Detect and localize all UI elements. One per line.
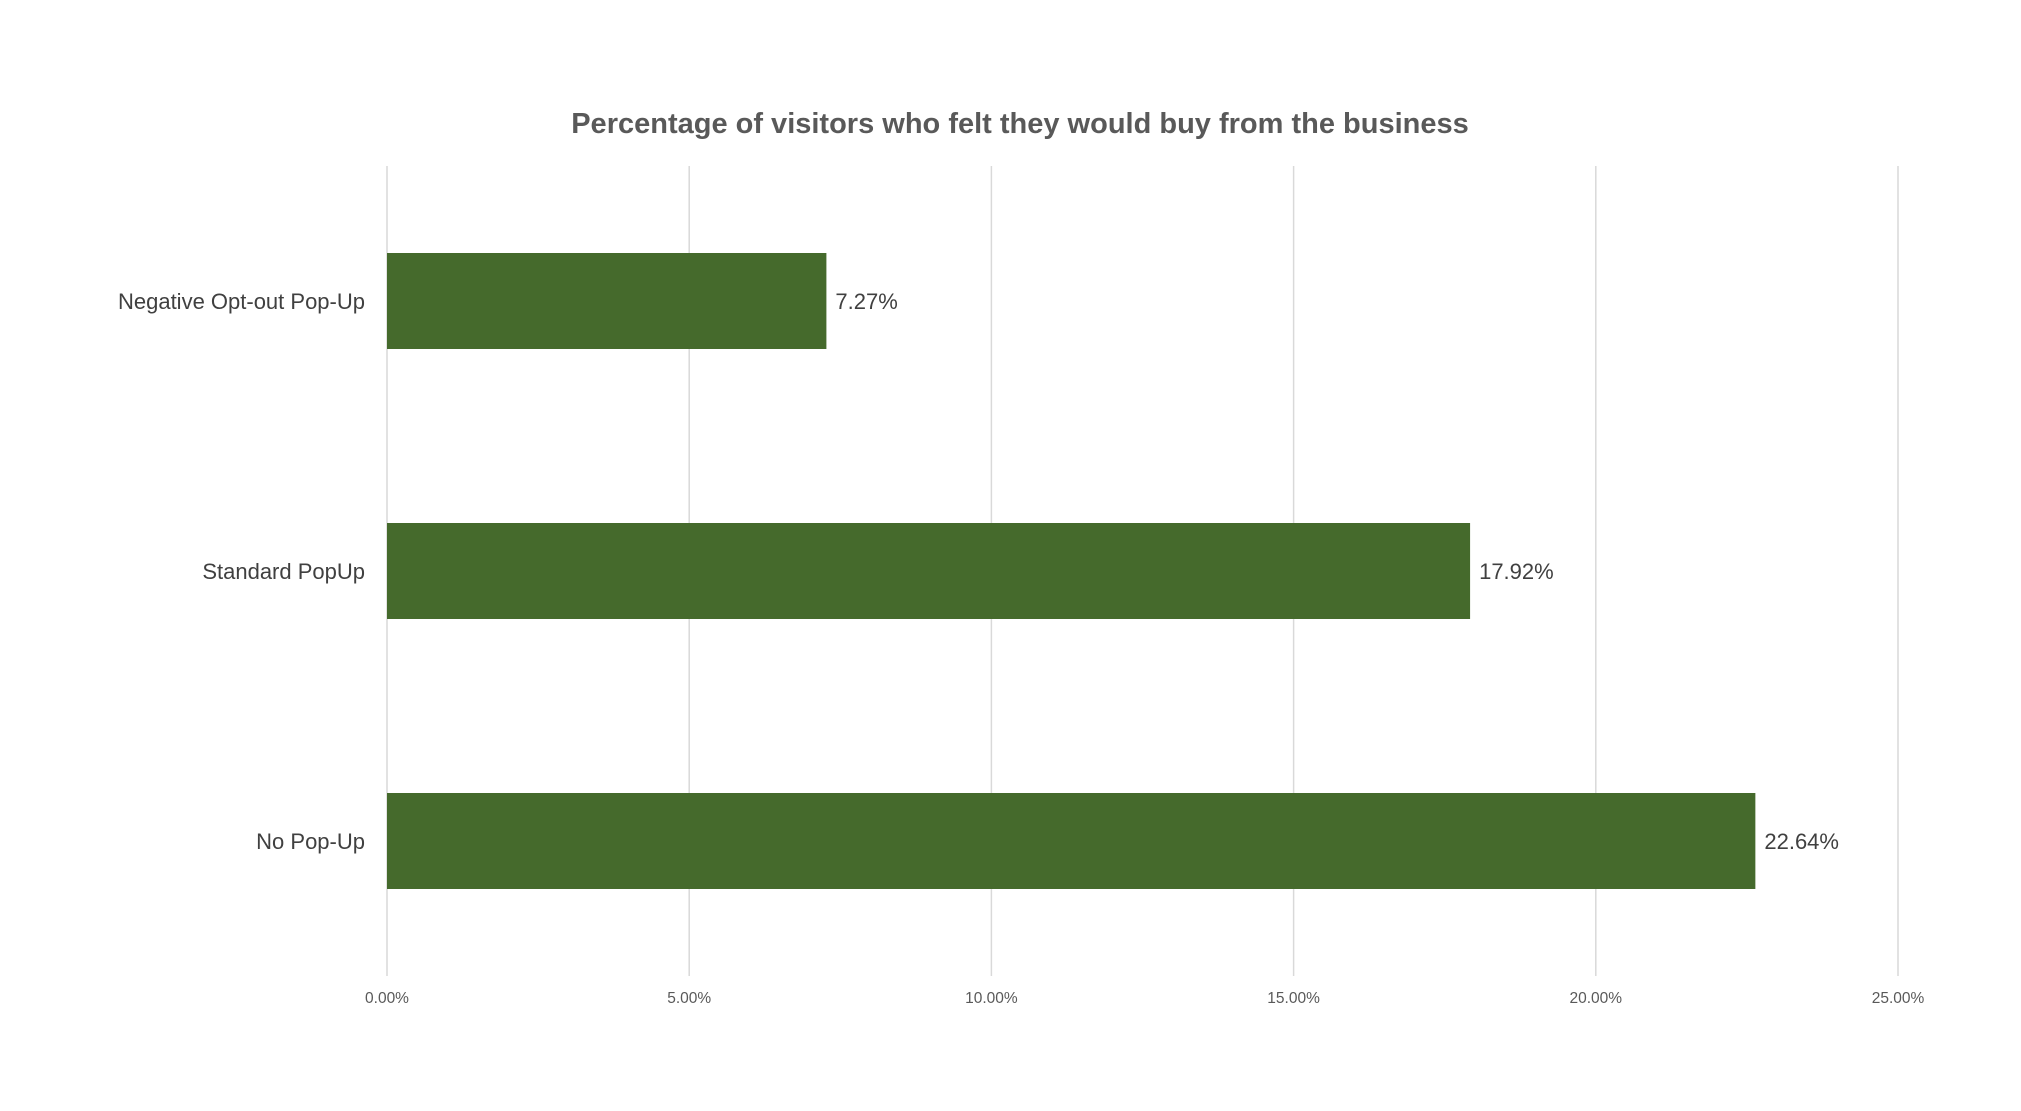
x-tick-label: 10.00%: [965, 990, 1018, 1007]
bar: [387, 793, 1756, 889]
category-label: Negative Opt-out Pop-Up: [118, 289, 365, 314]
x-tick-label: 25.00%: [1872, 990, 1925, 1007]
data-label: 22.64%: [1764, 829, 1839, 854]
x-tick-label: 15.00%: [1267, 990, 1320, 1007]
data-label: 17.92%: [1479, 559, 1554, 584]
x-tick-label: 20.00%: [1570, 990, 1623, 1007]
data-label: 7.27%: [835, 289, 897, 314]
x-tick-label: 5.00%: [667, 990, 711, 1007]
x-tick-label: 0.00%: [365, 990, 409, 1007]
category-label: Standard PopUp: [202, 559, 365, 584]
bar: [387, 253, 827, 349]
chart-title: Percentage of visitors who felt they wou…: [571, 108, 1469, 140]
bar: [387, 523, 1471, 619]
category-label: No Pop-Up: [256, 829, 365, 854]
